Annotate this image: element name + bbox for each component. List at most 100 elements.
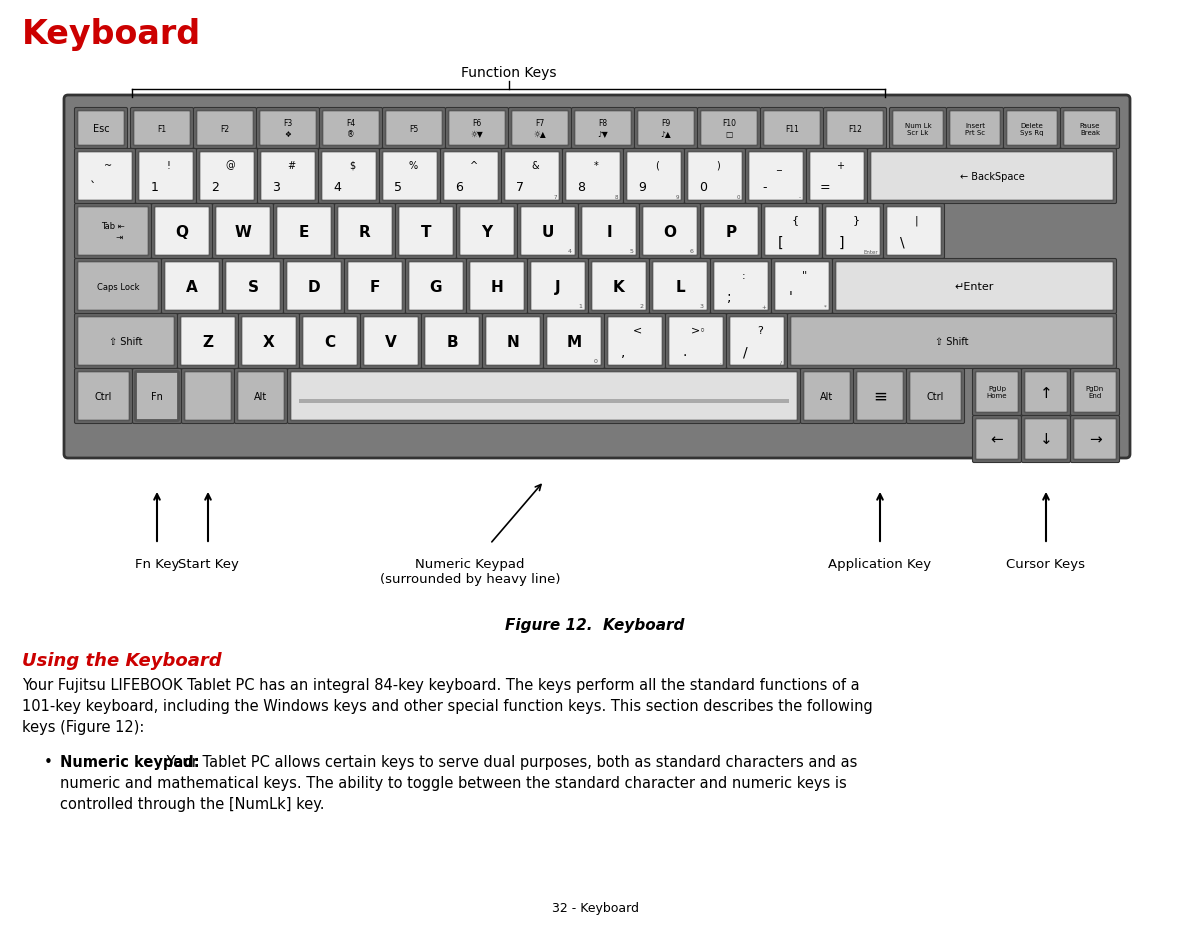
FancyBboxPatch shape (887, 207, 941, 256)
FancyBboxPatch shape (544, 315, 605, 369)
Text: numeric and mathematical keys. The ability to toggle between the standard charac: numeric and mathematical keys. The abili… (60, 775, 847, 790)
Text: <: < (633, 325, 643, 335)
FancyBboxPatch shape (520, 207, 576, 256)
Circle shape (208, 397, 213, 402)
Text: M: M (566, 334, 582, 349)
Text: 1: 1 (150, 181, 158, 194)
Text: F4
®: F4 ® (346, 119, 356, 138)
Text: 7: 7 (553, 195, 557, 200)
FancyBboxPatch shape (714, 263, 769, 311)
Text: %: % (408, 161, 418, 171)
FancyBboxPatch shape (505, 152, 559, 201)
Text: Insert
Prt Sc: Insert Prt Sc (965, 122, 985, 135)
FancyBboxPatch shape (703, 207, 758, 256)
Text: ↑: ↑ (1040, 385, 1052, 400)
FancyBboxPatch shape (77, 207, 149, 256)
FancyBboxPatch shape (321, 152, 376, 201)
FancyBboxPatch shape (889, 109, 946, 149)
FancyBboxPatch shape (826, 207, 881, 256)
Text: B: B (446, 334, 458, 349)
FancyBboxPatch shape (1064, 111, 1116, 147)
FancyBboxPatch shape (131, 109, 194, 149)
FancyBboxPatch shape (470, 263, 525, 311)
FancyBboxPatch shape (1073, 419, 1116, 460)
FancyBboxPatch shape (136, 372, 178, 421)
Text: F12: F12 (848, 124, 862, 134)
FancyBboxPatch shape (274, 204, 334, 259)
FancyBboxPatch shape (591, 263, 646, 311)
FancyBboxPatch shape (665, 315, 727, 369)
FancyBboxPatch shape (319, 149, 380, 204)
FancyBboxPatch shape (440, 149, 501, 204)
FancyBboxPatch shape (582, 207, 637, 256)
FancyBboxPatch shape (578, 204, 639, 259)
FancyBboxPatch shape (215, 207, 270, 256)
Text: !: ! (167, 161, 171, 171)
FancyBboxPatch shape (650, 259, 710, 315)
Text: F10
□: F10 □ (722, 119, 735, 138)
Text: _: _ (776, 161, 782, 171)
FancyBboxPatch shape (972, 416, 1021, 463)
FancyBboxPatch shape (833, 259, 1116, 315)
Text: Numeric Keypad
(surrounded by heavy line): Numeric Keypad (surrounded by heavy line… (380, 558, 560, 586)
FancyBboxPatch shape (75, 315, 177, 369)
FancyBboxPatch shape (605, 315, 665, 369)
FancyBboxPatch shape (386, 111, 443, 147)
Text: 4: 4 (568, 249, 572, 253)
FancyBboxPatch shape (276, 207, 332, 256)
Text: N: N (507, 334, 519, 349)
FancyBboxPatch shape (290, 372, 797, 421)
FancyBboxPatch shape (380, 149, 440, 204)
FancyBboxPatch shape (162, 259, 223, 315)
Text: #: # (287, 161, 295, 171)
Text: 0: 0 (594, 358, 599, 364)
FancyBboxPatch shape (361, 315, 421, 369)
Text: E: E (299, 225, 309, 239)
FancyBboxPatch shape (803, 372, 851, 421)
FancyBboxPatch shape (764, 207, 820, 256)
FancyBboxPatch shape (77, 317, 175, 367)
FancyBboxPatch shape (727, 315, 788, 369)
Text: Your Tablet PC allows certain keys to serve dual purposes, both as standard char: Your Tablet PC allows certain keys to se… (162, 754, 857, 769)
Text: /: / (743, 345, 747, 359)
Text: K: K (613, 279, 625, 294)
FancyBboxPatch shape (363, 317, 419, 367)
FancyBboxPatch shape (871, 152, 1114, 201)
Text: F6
☼▼: F6 ☼▼ (470, 119, 483, 138)
Text: 3: 3 (273, 181, 281, 194)
FancyBboxPatch shape (177, 315, 238, 369)
Text: ': ' (789, 290, 793, 304)
FancyBboxPatch shape (571, 109, 634, 149)
Text: controlled through the [NumLk] key.: controlled through the [NumLk] key. (60, 796, 325, 811)
Text: Application Key: Application Key (828, 558, 932, 571)
FancyBboxPatch shape (745, 149, 807, 204)
FancyBboxPatch shape (626, 152, 682, 201)
Text: Your Fujitsu LIFEBOOK Tablet PC has an integral 84-key keyboard. The keys perfor: Your Fujitsu LIFEBOOK Tablet PC has an i… (21, 677, 859, 692)
Text: •: • (44, 754, 52, 769)
Text: 0: 0 (737, 195, 740, 200)
Text: 9: 9 (676, 195, 679, 200)
FancyBboxPatch shape (853, 369, 907, 424)
FancyBboxPatch shape (771, 259, 833, 315)
Text: ?: ? (757, 325, 763, 335)
FancyBboxPatch shape (164, 263, 219, 311)
Text: F7
☼▲: F7 ☼▲ (533, 119, 546, 138)
FancyBboxPatch shape (1021, 416, 1071, 463)
Text: Ctrl: Ctrl (927, 392, 944, 402)
FancyBboxPatch shape (907, 369, 965, 424)
FancyBboxPatch shape (501, 149, 563, 204)
Text: 6: 6 (456, 181, 463, 194)
Text: ⇧ Shift: ⇧ Shift (109, 337, 143, 347)
Text: Cursor Keys: Cursor Keys (1007, 558, 1085, 571)
Text: Numeric keypad:: Numeric keypad: (60, 754, 200, 769)
Text: \: \ (900, 235, 904, 249)
FancyBboxPatch shape (133, 111, 190, 147)
FancyBboxPatch shape (75, 149, 136, 204)
FancyBboxPatch shape (835, 263, 1114, 311)
FancyBboxPatch shape (946, 109, 1003, 149)
FancyBboxPatch shape (234, 369, 288, 424)
FancyBboxPatch shape (77, 111, 125, 147)
FancyBboxPatch shape (75, 204, 151, 259)
FancyBboxPatch shape (634, 109, 697, 149)
FancyBboxPatch shape (909, 372, 962, 421)
